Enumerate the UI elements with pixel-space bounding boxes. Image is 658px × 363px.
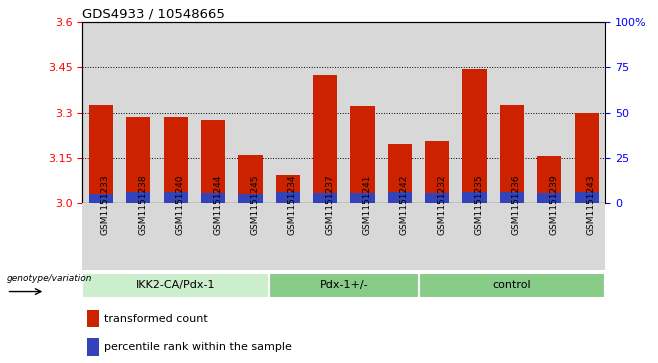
Bar (82, 273, 269, 298)
Bar (463, 69, 487, 203)
Bar (276, 175, 300, 203)
Bar (418, 22, 456, 203)
Bar (494, 203, 530, 270)
Text: IKK2-CA/Pdx-1: IKK2-CA/Pdx-1 (136, 280, 215, 290)
Bar (164, 117, 188, 203)
Bar (530, 22, 568, 203)
Bar (500, 192, 524, 203)
Bar (307, 203, 344, 270)
Bar (456, 203, 494, 270)
Text: GSM1151244: GSM1151244 (213, 175, 222, 235)
Bar (530, 203, 568, 270)
Bar (276, 192, 300, 203)
Bar (164, 192, 188, 203)
Bar (88, 338, 99, 356)
Bar (126, 117, 151, 203)
Bar (269, 203, 307, 270)
Text: GSM1151242: GSM1151242 (400, 175, 409, 235)
Bar (418, 273, 605, 298)
Bar (82, 203, 120, 270)
Bar (120, 203, 157, 270)
Bar (126, 192, 151, 203)
Bar (574, 192, 599, 203)
Bar (89, 194, 113, 203)
Bar (307, 22, 344, 203)
Bar (232, 203, 269, 270)
Bar (381, 22, 418, 203)
Bar (463, 192, 487, 203)
Bar (238, 193, 263, 203)
Text: GSM1151237: GSM1151237 (325, 174, 334, 235)
Text: GSM1151238: GSM1151238 (138, 174, 147, 235)
Bar (350, 193, 374, 203)
Bar (157, 203, 194, 270)
Text: percentile rank within the sample: percentile rank within the sample (104, 342, 292, 352)
Bar (494, 22, 530, 203)
Bar (574, 113, 599, 203)
Bar (194, 22, 232, 203)
Bar (269, 273, 418, 298)
Bar (381, 203, 418, 270)
Bar (201, 193, 225, 203)
Bar (238, 155, 263, 203)
Text: GSM1151239: GSM1151239 (549, 174, 558, 235)
Text: GSM1151241: GSM1151241 (363, 174, 372, 235)
Bar (313, 75, 338, 203)
Text: GSM1151232: GSM1151232 (437, 174, 446, 235)
Text: control: control (493, 280, 531, 290)
Text: GSM1151236: GSM1151236 (512, 174, 521, 235)
Bar (269, 22, 307, 203)
Bar (425, 141, 449, 203)
Bar (343, 22, 381, 203)
Bar (418, 203, 456, 270)
Bar (350, 106, 374, 203)
Text: GDS4933 / 10548665: GDS4933 / 10548665 (82, 8, 225, 21)
Bar (425, 193, 449, 203)
Bar (82, 22, 120, 203)
Bar (89, 105, 113, 203)
Bar (157, 22, 194, 203)
Bar (120, 22, 157, 203)
Bar (537, 193, 561, 203)
Bar (232, 22, 269, 203)
Bar (201, 120, 225, 203)
Text: GSM1151240: GSM1151240 (176, 174, 185, 235)
Bar (194, 203, 232, 270)
Bar (343, 203, 381, 270)
Bar (537, 156, 561, 203)
Bar (88, 310, 99, 327)
Text: Pdx-1+/-: Pdx-1+/- (320, 280, 368, 290)
Bar (456, 22, 494, 203)
Bar (313, 193, 338, 203)
Bar (568, 22, 605, 203)
Text: GSM1151234: GSM1151234 (288, 174, 297, 235)
Bar (388, 192, 412, 203)
Text: GSM1151245: GSM1151245 (251, 174, 259, 235)
Text: transformed count: transformed count (104, 314, 208, 323)
Bar (388, 144, 412, 203)
Bar (500, 105, 524, 203)
Text: GSM1151243: GSM1151243 (587, 174, 595, 235)
Bar (568, 203, 605, 270)
Text: genotype/variation: genotype/variation (7, 274, 92, 283)
Text: GSM1151235: GSM1151235 (474, 174, 484, 235)
Text: GSM1151233: GSM1151233 (101, 174, 110, 235)
